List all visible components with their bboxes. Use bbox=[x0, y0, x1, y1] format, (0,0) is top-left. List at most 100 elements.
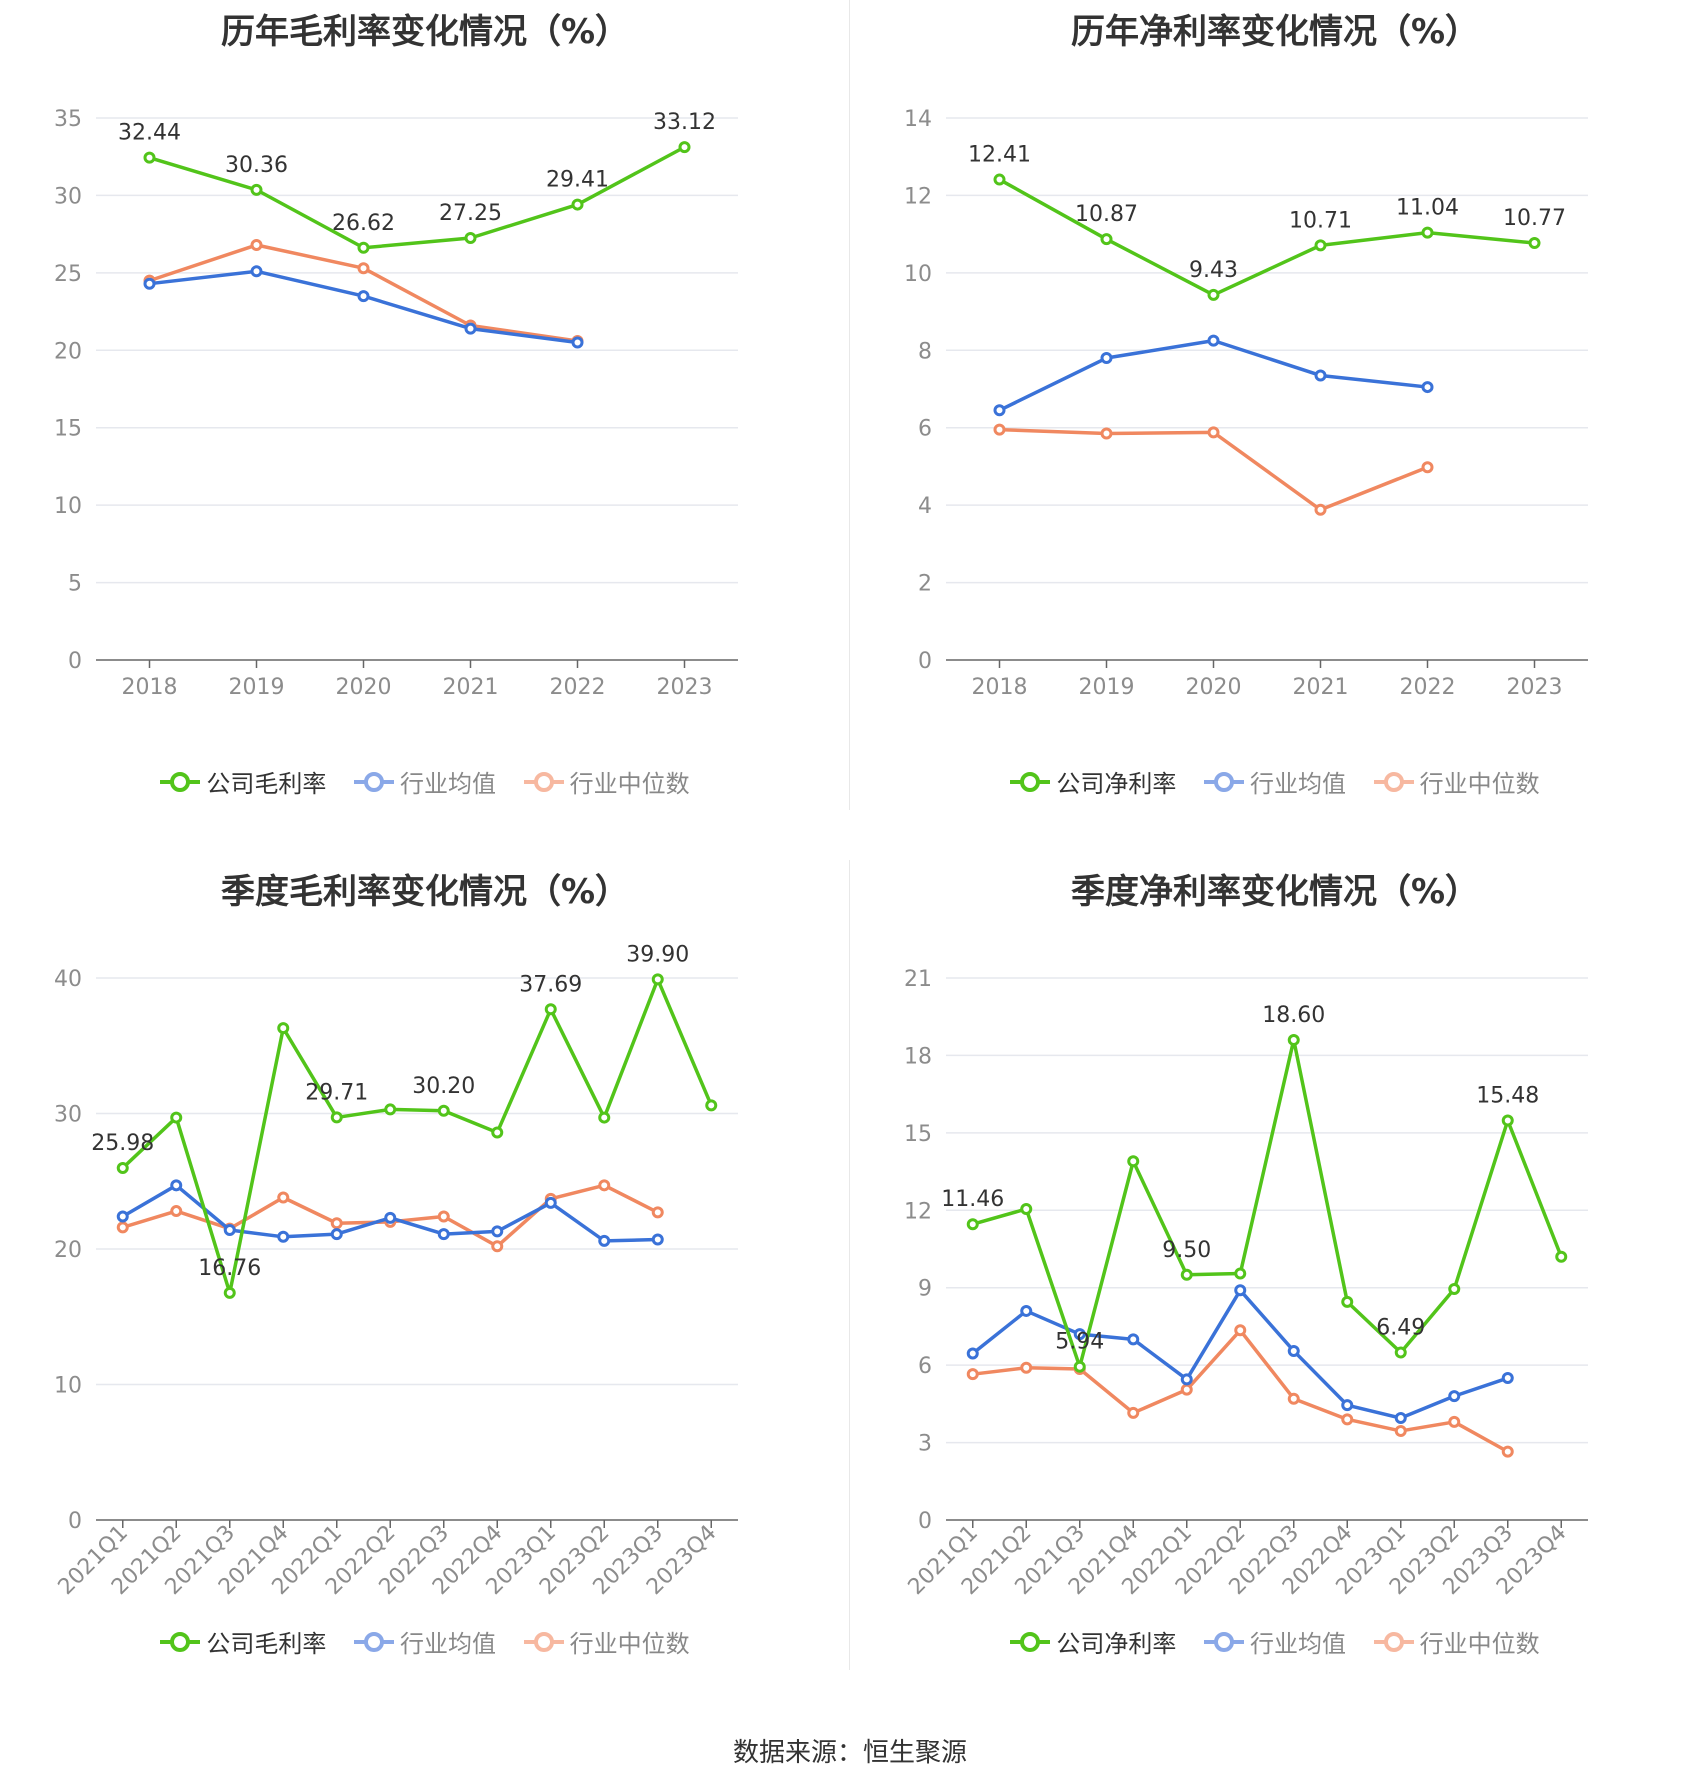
data-point-industry-median[interactable] bbox=[1127, 1406, 1140, 1419]
data-point-industry-average[interactable] bbox=[1394, 1412, 1407, 1425]
data-point-company[interactable] bbox=[1314, 239, 1327, 252]
data-point-industry-median[interactable] bbox=[1501, 1445, 1514, 1458]
data-point-company[interactable] bbox=[1287, 1033, 1300, 1046]
data-point-industry-median[interactable] bbox=[1100, 427, 1113, 440]
data-point-company[interactable] bbox=[491, 1126, 504, 1139]
data-point-industry-average[interactable] bbox=[170, 1179, 183, 1192]
data-point-industry-average[interactable] bbox=[1127, 1333, 1140, 1346]
data-point-company[interactable] bbox=[1020, 1202, 1033, 1215]
data-point-company[interactable] bbox=[1341, 1295, 1354, 1308]
data-point-industry-median[interactable] bbox=[357, 262, 370, 275]
data-point-industry-median[interactable] bbox=[250, 238, 263, 251]
data-point-industry-average[interactable] bbox=[143, 277, 156, 290]
data-point-company[interactable] bbox=[705, 1099, 718, 1112]
data-point-industry-average[interactable] bbox=[1448, 1390, 1461, 1403]
data-point-industry-median[interactable] bbox=[1180, 1383, 1193, 1396]
data-point-industry-median[interactable] bbox=[330, 1217, 343, 1230]
data-point-industry-median[interactable] bbox=[598, 1179, 611, 1192]
data-point-company[interactable] bbox=[1073, 1360, 1086, 1373]
data-point-company[interactable] bbox=[170, 1111, 183, 1124]
data-point-industry-median[interactable] bbox=[116, 1221, 129, 1234]
data-point-industry-average[interactable] bbox=[1421, 381, 1434, 394]
data-point-company[interactable] bbox=[330, 1111, 343, 1124]
legend-item-industry-median[interactable]: 行业中位数 bbox=[523, 764, 690, 799]
data-point-industry-average[interactable] bbox=[464, 322, 477, 335]
data-point-industry-average[interactable] bbox=[116, 1210, 129, 1223]
data-point-industry-median[interactable] bbox=[966, 1368, 979, 1381]
data-point-company[interactable] bbox=[1528, 237, 1541, 250]
data-point-industry-median[interactable] bbox=[1287, 1392, 1300, 1405]
data-point-industry-average[interactable] bbox=[277, 1230, 290, 1243]
data-point-industry-median[interactable] bbox=[437, 1210, 450, 1223]
data-point-industry-average[interactable] bbox=[330, 1228, 343, 1241]
data-point-industry-median[interactable] bbox=[277, 1191, 290, 1204]
data-point-industry-average[interactable] bbox=[1180, 1373, 1193, 1386]
data-point-industry-median[interactable] bbox=[1421, 461, 1434, 474]
data-point-industry-median[interactable] bbox=[1448, 1415, 1461, 1428]
data-point-industry-average[interactable] bbox=[437, 1228, 450, 1241]
data-point-company[interactable] bbox=[277, 1022, 290, 1035]
data-point-industry-median[interactable] bbox=[993, 423, 1006, 436]
data-point-industry-median[interactable] bbox=[1314, 503, 1327, 516]
data-point-company[interactable] bbox=[1207, 288, 1220, 301]
data-point-industry-average[interactable] bbox=[651, 1233, 664, 1246]
data-point-company[interactable] bbox=[1394, 1346, 1407, 1359]
data-point-company[interactable] bbox=[1234, 1267, 1247, 1280]
data-point-company[interactable] bbox=[544, 1003, 557, 1016]
data-point-company[interactable] bbox=[464, 232, 477, 245]
legend-item-company[interactable]: 公司净利率 bbox=[1010, 764, 1176, 799]
data-point-company[interactable] bbox=[250, 183, 263, 196]
data-point-industry-median[interactable] bbox=[1234, 1324, 1247, 1337]
legend-item-industry-average[interactable]: 行业均值 bbox=[354, 764, 496, 799]
data-point-industry-average[interactable] bbox=[1341, 1399, 1354, 1412]
legend-item-company[interactable]: 公司毛利率 bbox=[160, 764, 326, 799]
data-point-industry-median[interactable] bbox=[1341, 1413, 1354, 1426]
data-point-company[interactable] bbox=[437, 1104, 450, 1117]
data-point-company[interactable] bbox=[1127, 1155, 1140, 1168]
data-point-company[interactable] bbox=[357, 241, 370, 254]
data-point-company[interactable] bbox=[1100, 233, 1113, 246]
data-point-company[interactable] bbox=[678, 141, 691, 154]
data-point-company[interactable] bbox=[1555, 1250, 1568, 1263]
legend-item-industry-median[interactable]: 行业中位数 bbox=[523, 1624, 690, 1659]
data-point-industry-average[interactable] bbox=[1100, 352, 1113, 365]
data-point-company[interactable] bbox=[966, 1218, 979, 1231]
data-point-industry-median[interactable] bbox=[491, 1240, 504, 1253]
data-point-company[interactable] bbox=[571, 198, 584, 211]
data-point-industry-average[interactable] bbox=[1020, 1304, 1033, 1317]
data-point-industry-average[interactable] bbox=[1501, 1372, 1514, 1385]
data-point-company[interactable] bbox=[384, 1103, 397, 1116]
data-point-industry-median[interactable] bbox=[651, 1206, 664, 1219]
data-point-company[interactable] bbox=[1180, 1268, 1193, 1281]
legend-item-company[interactable]: 公司毛利率 bbox=[160, 1624, 326, 1659]
data-point-company[interactable] bbox=[1448, 1283, 1461, 1296]
data-point-industry-average[interactable] bbox=[491, 1225, 504, 1238]
data-point-company[interactable] bbox=[223, 1286, 236, 1299]
data-point-industry-average[interactable] bbox=[1287, 1344, 1300, 1357]
data-point-industry-average[interactable] bbox=[993, 404, 1006, 417]
data-point-industry-average[interactable] bbox=[571, 336, 584, 349]
data-point-industry-average[interactable] bbox=[384, 1211, 397, 1224]
legend-item-industry-average[interactable]: 行业均值 bbox=[1204, 764, 1346, 799]
data-point-industry-average[interactable] bbox=[966, 1347, 979, 1360]
data-point-industry-average[interactable] bbox=[544, 1196, 557, 1209]
legend-item-industry-median[interactable]: 行业中位数 bbox=[1373, 764, 1540, 799]
data-point-industry-average[interactable] bbox=[1073, 1328, 1086, 1341]
data-point-industry-average[interactable] bbox=[357, 290, 370, 303]
data-point-industry-median[interactable] bbox=[1394, 1424, 1407, 1437]
data-point-industry-median[interactable] bbox=[1020, 1361, 1033, 1374]
data-point-industry-average[interactable] bbox=[1314, 369, 1327, 382]
legend-item-company[interactable]: 公司净利率 bbox=[1010, 1624, 1176, 1659]
legend-item-industry-average[interactable]: 行业均值 bbox=[354, 1624, 496, 1659]
data-point-industry-average[interactable] bbox=[250, 265, 263, 278]
data-point-company[interactable] bbox=[143, 151, 156, 164]
data-point-company[interactable] bbox=[651, 973, 664, 986]
data-point-company[interactable] bbox=[1501, 1114, 1514, 1127]
legend-item-industry-average[interactable]: 行业均值 bbox=[1204, 1624, 1346, 1659]
data-point-industry-average[interactable] bbox=[223, 1224, 236, 1237]
data-point-industry-median[interactable] bbox=[170, 1205, 183, 1218]
data-point-industry-median[interactable] bbox=[1207, 426, 1220, 439]
data-point-industry-average[interactable] bbox=[1234, 1284, 1247, 1297]
data-point-company[interactable] bbox=[116, 1161, 129, 1174]
data-point-company[interactable] bbox=[598, 1111, 611, 1124]
